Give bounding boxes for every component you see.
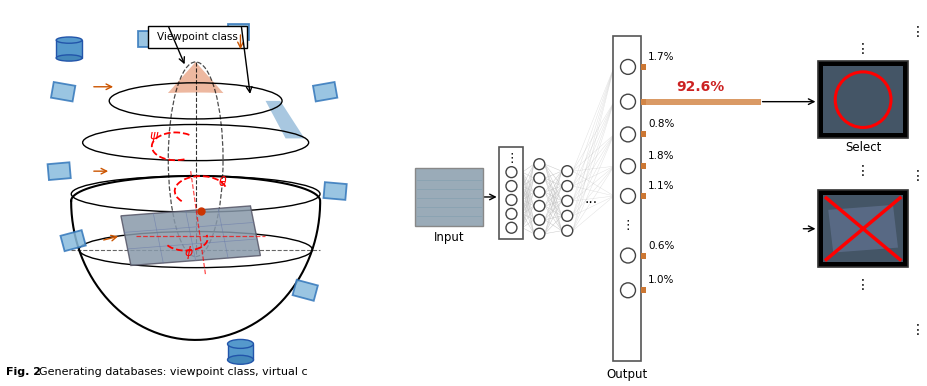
Circle shape [505,208,516,219]
Text: 1.0%: 1.0% [647,275,674,285]
FancyBboxPatch shape [60,230,85,251]
FancyBboxPatch shape [641,64,645,70]
Circle shape [505,195,516,205]
Circle shape [533,214,544,225]
Text: ⋮: ⋮ [504,152,517,165]
Text: ⋮: ⋮ [856,164,870,178]
FancyBboxPatch shape [499,147,523,239]
Text: 92.6%: 92.6% [676,80,724,94]
Text: ⋮: ⋮ [910,323,924,337]
Text: ⋮: ⋮ [856,42,870,56]
Polygon shape [168,62,223,93]
FancyBboxPatch shape [641,287,645,293]
Polygon shape [121,206,260,266]
Circle shape [620,283,635,298]
FancyBboxPatch shape [641,193,645,199]
FancyBboxPatch shape [312,82,337,102]
FancyBboxPatch shape [613,36,641,361]
Text: 1.1%: 1.1% [647,181,674,191]
Text: ⋮: ⋮ [910,25,924,39]
Circle shape [561,225,572,236]
Text: Input: Input [433,231,464,244]
Text: 0.8%: 0.8% [647,119,674,129]
FancyBboxPatch shape [414,168,482,226]
Ellipse shape [57,37,82,43]
Text: $\phi$: $\phi$ [184,244,194,261]
FancyBboxPatch shape [641,163,645,169]
Text: 1.7%: 1.7% [647,52,674,62]
Text: Output: Output [605,368,647,381]
FancyBboxPatch shape [147,26,248,48]
FancyBboxPatch shape [641,252,645,259]
Polygon shape [71,176,320,340]
FancyBboxPatch shape [822,195,902,262]
FancyBboxPatch shape [324,182,347,200]
FancyBboxPatch shape [57,40,82,58]
FancyBboxPatch shape [818,61,907,139]
Text: 0.6%: 0.6% [647,240,674,251]
Circle shape [505,167,516,178]
FancyBboxPatch shape [138,31,159,47]
Circle shape [561,195,572,207]
FancyBboxPatch shape [47,162,70,180]
Text: ⋮: ⋮ [621,219,633,232]
Circle shape [533,228,544,239]
Circle shape [533,173,544,184]
Circle shape [533,200,544,212]
Circle shape [505,222,516,233]
FancyBboxPatch shape [51,82,75,102]
FancyBboxPatch shape [227,344,253,360]
Circle shape [533,186,544,198]
Circle shape [620,188,635,203]
Text: $\psi$: $\psi$ [148,130,159,144]
Text: Viewpoint class: Viewpoint class [157,32,238,42]
Text: $\theta$: $\theta$ [217,175,227,189]
Circle shape [505,181,516,191]
FancyBboxPatch shape [641,99,645,105]
Circle shape [561,181,572,191]
Circle shape [620,59,635,74]
Circle shape [620,127,635,142]
Text: Fig. 2: Fig. 2 [6,367,42,377]
Text: 1.8%: 1.8% [647,151,674,161]
Circle shape [533,159,544,170]
Text: Fig. 2    Generating databases: viewpoint class, virtual c: Fig. 2 Generating databases: viewpoint c… [6,367,319,377]
Polygon shape [828,205,897,252]
Ellipse shape [227,339,253,349]
Circle shape [620,159,635,174]
Text: ⋮: ⋮ [910,169,924,183]
FancyBboxPatch shape [641,99,760,105]
FancyBboxPatch shape [292,280,318,301]
Ellipse shape [57,55,82,61]
FancyBboxPatch shape [227,24,249,40]
Text: Generating databases: viewpoint class, virtual c: Generating databases: viewpoint class, v… [39,367,308,377]
Circle shape [620,94,635,109]
FancyBboxPatch shape [641,132,645,137]
Text: ...: ... [584,192,597,206]
FancyBboxPatch shape [818,190,907,267]
Circle shape [561,210,572,221]
Ellipse shape [227,356,253,364]
FancyBboxPatch shape [822,66,902,134]
Polygon shape [265,101,304,139]
Text: Select: Select [844,141,881,154]
Text: ⋮: ⋮ [856,278,870,292]
Circle shape [620,248,635,263]
Circle shape [561,166,572,177]
